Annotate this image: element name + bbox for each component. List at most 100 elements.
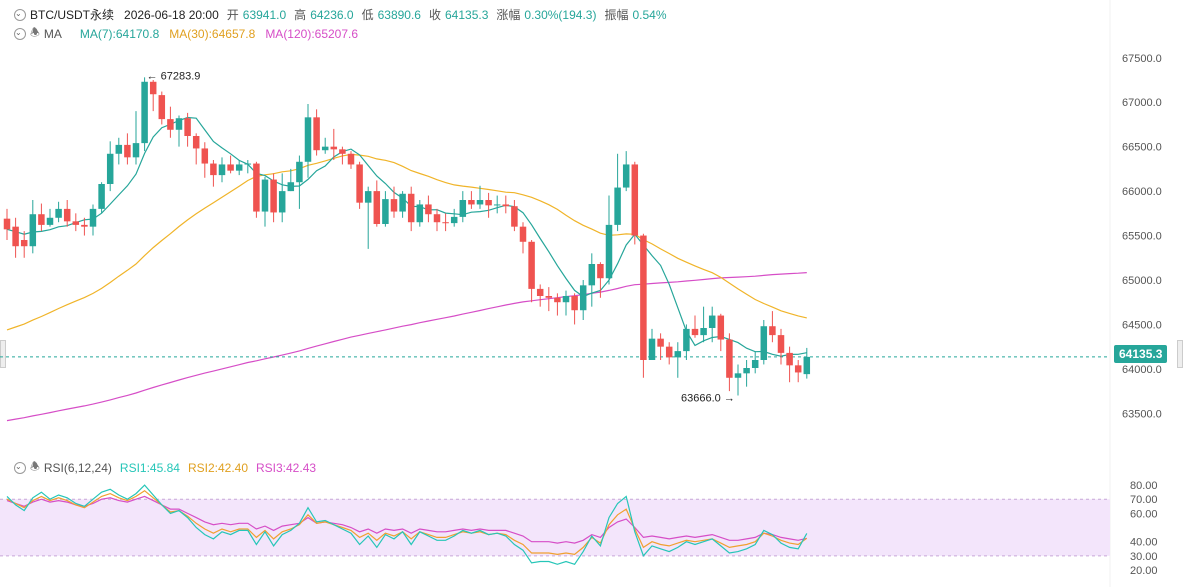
candle-body <box>175 118 183 130</box>
price-tick-label: 67000.0 <box>1122 97 1162 109</box>
price-tick-label: 67500.0 <box>1122 53 1162 65</box>
candle-body <box>751 360 759 368</box>
rsi-tick-label: 20.00 <box>1130 565 1158 577</box>
max-price-label: ← 67283.9 <box>147 70 201 82</box>
candle-body <box>210 163 217 176</box>
ma30-value: MA(30):64657.8 <box>169 26 256 41</box>
change-label: 涨幅 <box>496 8 521 22</box>
candle-body <box>554 297 561 303</box>
candle-body <box>321 146 329 151</box>
candle-body <box>485 200 492 206</box>
candle-body <box>691 328 699 336</box>
chevron-down-icon[interactable]: ⌄ <box>14 8 26 21</box>
candle-body <box>141 81 148 144</box>
candle-body <box>201 148 209 164</box>
close-label: 收 <box>428 8 441 22</box>
candle-body <box>769 326 776 336</box>
candle-body <box>743 368 750 374</box>
ma30-line <box>6 153 807 331</box>
candle-body <box>407 193 415 223</box>
candle-body <box>605 224 613 279</box>
candle-body <box>657 338 664 347</box>
candle-body <box>261 179 269 212</box>
candle-body <box>192 136 200 149</box>
candle-body <box>364 191 372 203</box>
alert-bell-icon[interactable]: 🕭 <box>30 461 40 473</box>
price-tick-label: 65500.0 <box>1122 231 1162 243</box>
chevron-down-icon[interactable]: ⌄ <box>14 27 26 40</box>
candle-body <box>287 182 295 192</box>
left-scroll-handle[interactable] <box>0 340 6 368</box>
min-price-label: 63666.0 → <box>681 393 735 405</box>
candle-body <box>450 216 458 224</box>
candle-body <box>493 204 501 206</box>
candle-body <box>717 315 725 340</box>
ma-indicator-label[interactable]: MA <box>43 26 62 41</box>
candle-body <box>597 264 604 279</box>
candle-body <box>683 328 690 352</box>
rsi1-value: RSI1:45.84 <box>119 460 180 475</box>
amplitude-value: 0.54% <box>632 7 667 22</box>
candle-body <box>622 164 630 188</box>
candle-body <box>278 191 286 213</box>
candle-body <box>665 346 673 358</box>
rsi-indicator-label[interactable]: RSI(6,12,24) <box>43 460 112 475</box>
candle-body <box>81 224 88 227</box>
candle-body <box>390 199 398 212</box>
candle-body <box>794 365 802 373</box>
candle-body <box>304 117 312 162</box>
candle-body <box>511 206 518 227</box>
candle-body <box>579 285 587 311</box>
candle-body <box>803 356 811 375</box>
candle-body <box>313 117 320 151</box>
current-price-tag: 64135.3 <box>1114 345 1168 363</box>
candle-body <box>253 163 260 212</box>
candle-body <box>416 204 424 223</box>
rsi2-line <box>6 489 808 556</box>
candle-body <box>20 240 28 247</box>
chevron-down-icon[interactable]: ⌄ <box>14 461 26 474</box>
ma120-value: MA(120):65207.6 <box>265 26 359 41</box>
candle-body <box>330 146 338 150</box>
candle-body <box>648 338 656 360</box>
candle-body <box>588 264 596 286</box>
candle-body <box>502 204 510 207</box>
datetime-label: 2026-06-18 20:00 <box>124 7 219 22</box>
candle-body <box>46 217 54 225</box>
rsi-band <box>0 499 1110 556</box>
change-value: 0.30%(194.3) <box>524 7 597 22</box>
price-tick-label: 66500.0 <box>1122 142 1162 154</box>
alert-bell-icon[interactable]: 🕭 <box>30 27 40 39</box>
candle-body <box>235 164 243 171</box>
candle-body <box>476 200 484 205</box>
candle-body <box>631 164 639 236</box>
candle-body <box>373 191 381 224</box>
candle-body <box>55 208 62 218</box>
price-tick-label: 64500.0 <box>1122 319 1162 331</box>
candle-body <box>433 214 441 223</box>
candle-body <box>347 153 355 165</box>
candle-body <box>356 164 363 203</box>
rsi3-line <box>6 495 807 544</box>
candle-body <box>700 328 707 336</box>
ma120-line <box>6 272 807 422</box>
close-value: 64135.3 <box>445 7 489 22</box>
rsi1-line <box>6 484 808 566</box>
candle-body <box>442 222 449 224</box>
candle-body <box>734 373 742 378</box>
price-tick-label: 63500.0 <box>1122 408 1162 420</box>
rsi3-value: RSI3:42.43 <box>256 460 317 475</box>
candle-body <box>339 149 346 154</box>
candle-body <box>124 144 131 158</box>
price-tick-label: 65000.0 <box>1122 275 1162 287</box>
low-value: 63890.6 <box>377 7 421 22</box>
candle-body <box>12 226 19 247</box>
candle-body <box>614 187 621 225</box>
candle-body <box>72 221 80 225</box>
price-tick-label: 64000.0 <box>1122 364 1162 376</box>
candle-body <box>425 204 432 215</box>
candle-body <box>786 352 793 366</box>
rsi-tick-label: 60.00 <box>1130 508 1158 520</box>
candle-body <box>244 163 252 165</box>
